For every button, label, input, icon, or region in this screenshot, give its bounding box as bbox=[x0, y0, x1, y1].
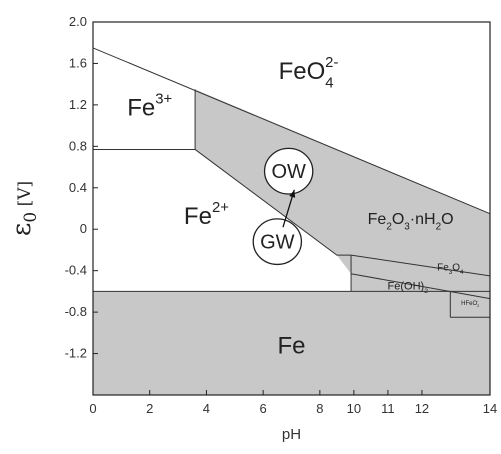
x-tick-label: 8 bbox=[316, 401, 323, 416]
y-tick-label: 1.2 bbox=[69, 97, 87, 112]
species-label-1: Fe3+ bbox=[127, 91, 172, 121]
species-label-4: Fe3O4 bbox=[437, 263, 464, 277]
x-tick-label: 10 bbox=[347, 401, 361, 416]
ellipse-ow bbox=[263, 147, 314, 195]
ellipse-label-ow: OW bbox=[271, 161, 306, 183]
ellipse-label-gw: GW bbox=[260, 232, 295, 254]
ellipse-gw bbox=[252, 218, 303, 266]
x-tick-label: 2 bbox=[146, 401, 153, 416]
x-axis-label: pH bbox=[282, 426, 301, 443]
boundary-line-6 bbox=[350, 254, 491, 277]
boundary-line-0 bbox=[92, 47, 491, 215]
y-tick-label: 2.0 bbox=[69, 14, 87, 29]
plot-frame bbox=[92, 21, 491, 396]
x-tick-label: 6 bbox=[260, 401, 267, 416]
arrow-head bbox=[289, 189, 296, 198]
y-tick-label: 0 bbox=[80, 221, 87, 236]
species-label-0: FeO42- bbox=[279, 55, 339, 91]
y-tick-label: 0.4 bbox=[69, 180, 87, 195]
y-tick-label: 1.6 bbox=[69, 55, 87, 70]
x-tick-label: 4 bbox=[203, 401, 210, 416]
boundary-line-3 bbox=[194, 149, 352, 256]
region-fe3o4 bbox=[336, 255, 490, 299]
x-tick-label: 14 bbox=[483, 401, 497, 416]
species-label-5: Fe(OH)2 bbox=[388, 280, 429, 295]
species-label-7: Fe bbox=[277, 333, 305, 360]
region-fe bbox=[93, 291, 490, 395]
species-label-6: HFeO2- bbox=[461, 299, 479, 308]
boundary-line-7 bbox=[350, 273, 491, 300]
species-label-3: Fe2O3·nH2O bbox=[368, 211, 454, 233]
y-tick-label: -0.4 bbox=[65, 263, 87, 278]
x-tick-label: 0 bbox=[89, 401, 96, 416]
region-fe2o3-nh2o bbox=[195, 89, 491, 276]
y-tick-label: -1.2 bbox=[65, 346, 87, 361]
x-tick-label: 11 bbox=[381, 401, 395, 416]
species-label-2: Fe2+ bbox=[184, 200, 229, 230]
x-tick-label: 12 bbox=[415, 401, 429, 416]
y-tick-label: -0.8 bbox=[65, 304, 87, 319]
y-axis-label: ε0 [V] bbox=[7, 181, 41, 236]
y-tick-label: 0.8 bbox=[69, 138, 87, 153]
